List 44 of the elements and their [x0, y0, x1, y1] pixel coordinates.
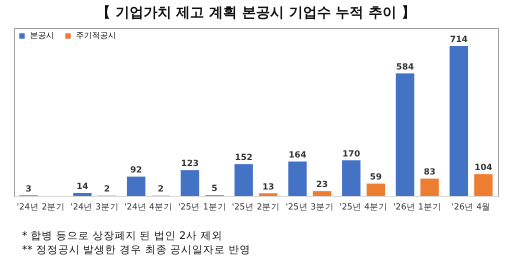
x-tick-label: '25년 1분기: [178, 202, 226, 212]
x-tick-label: '24년 3분기: [70, 202, 119, 212]
data-label: 2: [104, 184, 110, 195]
data-label: 584: [396, 62, 414, 72]
x-tick-label: '24년 2분기: [16, 202, 66, 212]
bar: [126, 176, 146, 196]
text: * 합병 등으로 상장폐지 된 법인 2사 제외: [22, 229, 224, 243]
data-label: 123: [181, 159, 199, 170]
data-label: 92: [130, 166, 142, 176]
x-tick-label: '25년 3분기: [286, 202, 334, 212]
x-tick-label: '25년 2분기: [232, 202, 280, 212]
x-tick-label: '26년 4월: [451, 202, 491, 212]
x-tick-label: '26년 1분기: [393, 202, 442, 212]
bar: [474, 174, 493, 196]
legend-label: 본공시: [30, 31, 54, 40]
chart-title: 【 기업가치 제고 계획 본공시 기업수 누적 추이 】: [96, 5, 416, 21]
legend-label: 주기적공시: [76, 31, 116, 40]
bar: [396, 73, 414, 196]
bar: [342, 160, 360, 196]
data-label: 2: [158, 184, 164, 195]
bar: [234, 164, 253, 196]
data-label: 5: [212, 184, 218, 194]
data-label: 714: [450, 35, 468, 46]
data-label: 59: [370, 172, 382, 183]
text: ** 정정공시 발생한 경우 최종 공시일자로 반영: [22, 243, 251, 257]
bar: [366, 184, 386, 196]
bar: [420, 178, 439, 196]
data-label: 170: [342, 149, 360, 160]
bar: [288, 162, 307, 196]
data-label: 164: [288, 150, 306, 161]
data-label: 13: [262, 182, 274, 192]
bar: [312, 191, 332, 196]
bar: [73, 193, 92, 196]
data-label: 23: [316, 180, 328, 190]
x-tick-label: '25년 4분기: [339, 202, 388, 212]
data-label: 14: [76, 182, 88, 192]
x-tick-label: '24년 4분기: [124, 202, 173, 212]
data-label: 104: [474, 163, 492, 174]
bar: [259, 193, 278, 196]
bar: [450, 46, 468, 196]
bar: [180, 170, 200, 196]
data-label: 3: [26, 184, 32, 194]
data-label: 152: [234, 153, 253, 164]
data-label: 83: [424, 168, 436, 178]
